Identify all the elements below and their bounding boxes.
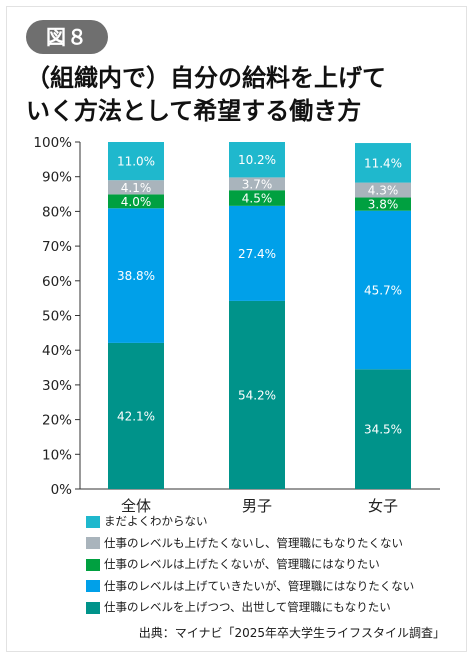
y-tick-label: 40% (42, 343, 72, 359)
bar-segment (229, 177, 285, 191)
legend-item: 仕事のレベルを上げつつ、出世して管理職にもなりたい (86, 597, 466, 619)
data-label: 11.0% (117, 155, 155, 169)
legend-swatch (86, 537, 100, 550)
data-label: 4.1% (121, 181, 152, 195)
y-tick-label: 10% (42, 447, 72, 463)
y-tick-label: 100% (33, 135, 72, 151)
chart-legend: まだよくわからない 仕事のレベルも上げたくないし、管理職にもなりたくない 仕事の… (86, 511, 466, 619)
legend-label: 仕事のレベルは上げていきたいが、管理職にはなりたくない (104, 578, 415, 593)
legend-item: 仕事のレベルも上げたくないし、管理職にもなりたくない (86, 533, 466, 555)
bar-segment (355, 197, 411, 211)
chart-title-line-2: いく方法として希望する働き方 (26, 97, 362, 125)
y-tick-label: 90% (42, 170, 72, 186)
data-label: 4.0% (121, 195, 152, 209)
x-tick-label: 女子 (368, 497, 398, 515)
bar-segment (108, 342, 164, 489)
data-label: 3.8% (368, 198, 399, 212)
y-tick-label: 0% (51, 482, 73, 498)
data-label: 10.2% (238, 153, 276, 167)
data-label: 3.7% (242, 177, 273, 191)
bar-segment (355, 143, 411, 183)
data-label: 45.7% (364, 283, 402, 297)
figure-label: 図８ (26, 20, 108, 54)
data-label: 11.4% (364, 156, 402, 170)
bar-segment (108, 208, 164, 343)
data-label: 4.5% (242, 192, 273, 206)
legend-swatch (86, 601, 100, 614)
bar-segment (355, 182, 411, 198)
legend-label: 仕事のレベルを上げつつ、出世して管理職にもなりたい (104, 600, 391, 614)
bar-segment (108, 180, 164, 195)
legend-swatch (86, 558, 100, 571)
legend-item: 仕事のレベルは上げたくないが、管理職にはなりたい (86, 554, 466, 576)
source-note: 出典：マイナビ「2025年卒大学生ライフスタイル調査」 (138, 626, 445, 640)
legend-item: まだよくわからない (86, 511, 466, 533)
y-tick-label: 30% (42, 378, 72, 394)
y-tick-label: 50% (42, 309, 72, 325)
legend-label: 仕事のレベルは上げたくないが、管理職にはなりたい (104, 557, 380, 571)
bar-segment (229, 190, 285, 206)
data-label: 27.4% (238, 247, 276, 261)
y-tick-label: 60% (42, 274, 72, 290)
chart-title: （組織内で）自分の給料を上げて いく方法として希望する働き方 (26, 62, 456, 128)
bar-segment (108, 142, 164, 181)
legend-label: 仕事のレベルも上げたくないし、管理職にもなりたくない (104, 535, 403, 550)
x-tick-label: 男子 (242, 497, 272, 515)
chart-title-line-1: （組織内で）自分の給料を上げて (26, 64, 386, 92)
stacked-bar-chart: 0% 10% 20% 30% 40% 50% 60% 70% 80% 90% 100% 42.1% 38… (33, 135, 440, 515)
legend-label: まだよくわからない (104, 514, 208, 528)
bar-segment (355, 210, 411, 370)
data-label: 54.2% (238, 388, 276, 402)
figure-frame (6, 6, 467, 652)
legend-swatch (86, 515, 100, 528)
y-tick-label: 70% (42, 239, 72, 255)
bar-segment (108, 194, 164, 209)
legend-item: 仕事のレベルは上げていきたいが、管理職にはなりたくない (86, 576, 466, 598)
bar-segment (229, 300, 285, 489)
data-label: 42.1% (117, 409, 155, 423)
y-tick-label: 20% (42, 413, 72, 429)
y-tick-label: 80% (42, 204, 72, 220)
data-label: 38.8% (117, 269, 155, 283)
x-tick-label: 全体 (121, 497, 151, 515)
bar-segment (229, 205, 285, 301)
legend-swatch (86, 580, 100, 593)
data-label: 34.5% (364, 423, 402, 437)
data-label: 4.3% (368, 184, 399, 198)
bar-segment (229, 142, 285, 178)
bar-segment (355, 369, 411, 489)
